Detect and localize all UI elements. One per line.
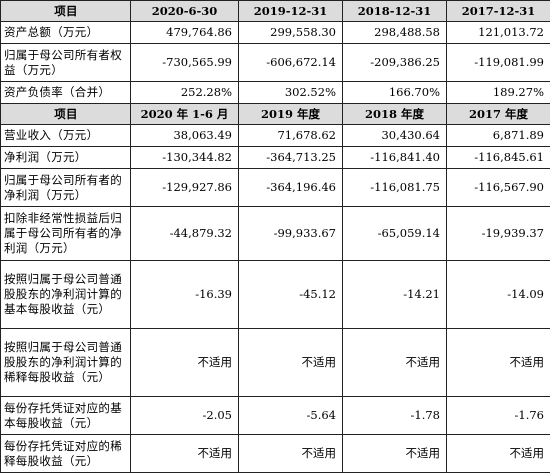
table-row: 每份存托凭证对应的基本每股收益（元） -2.05 -5.64 -1.78 -1.… — [1, 397, 550, 435]
column-header: 2018-12-31 — [343, 1, 447, 22]
column-header: 项目 — [1, 104, 131, 125]
column-header: 2020 年 1-6 月 — [131, 104, 239, 125]
column-header: 2020-6-30 — [131, 1, 239, 22]
table-cell: -130,344.82 — [131, 147, 239, 169]
balance-header-row: 项目 2020-6-30 2019-12-31 2018-12-31 2017-… — [1, 1, 550, 22]
table-cell: -119,081.99 — [447, 44, 550, 82]
row-label: 扣除非经常性损益后归属于母公司所有者的净利润（万元） — [1, 207, 131, 261]
table-cell: -1.78 — [343, 397, 447, 435]
table-cell: 不适用 — [343, 435, 447, 473]
row-label: 净利润（万元） — [1, 147, 131, 169]
table-cell: 不适用 — [131, 435, 239, 473]
table-cell: -19,939.37 — [447, 207, 550, 261]
table-cell: 30,430.64 — [343, 125, 447, 147]
column-header: 2019-12-31 — [239, 1, 343, 22]
table-cell: 不适用 — [239, 435, 343, 473]
table-cell: 121,013.72 — [447, 22, 550, 44]
table-row: 资产负债率（合并） 252.28% 302.52% 166.70% 189.27… — [1, 82, 550, 104]
table-cell: -14.21 — [343, 261, 447, 329]
table-cell: 6,871.89 — [447, 125, 550, 147]
table-cell: -44,879.32 — [131, 207, 239, 261]
table-cell: -606,672.14 — [239, 44, 343, 82]
column-header: 2017-12-31 — [447, 1, 550, 22]
table-row: 归属于母公司所有者权益（万元） -730,565.99 -606,672.14 … — [1, 44, 550, 82]
row-label: 归属于母公司所有者权益（万元） — [1, 44, 131, 82]
table-cell: -2.05 — [131, 397, 239, 435]
row-label: 资产负债率（合并） — [1, 82, 131, 104]
table-row: 净利润（万元） -130,344.82 -364,713.25 -116,841… — [1, 147, 550, 169]
table-cell: 299,558.30 — [239, 22, 343, 44]
table-cell: -364,713.25 — [239, 147, 343, 169]
column-header: 2017 年度 — [447, 104, 550, 125]
row-label: 按照归属于母公司普通股股东的净利润计算的稀释每股收益（元） — [1, 329, 131, 397]
row-label: 资产总额（万元） — [1, 22, 131, 44]
table-cell: 不适用 — [239, 329, 343, 397]
table-row: 营业收入（万元） 38,063.49 71,678.62 30,430.64 6… — [1, 125, 550, 147]
table-cell: 不适用 — [343, 329, 447, 397]
table-cell: -14.09 — [447, 261, 550, 329]
table-cell: -5.64 — [239, 397, 343, 435]
table-cell: 不适用 — [447, 435, 550, 473]
table-cell: -16.39 — [131, 261, 239, 329]
table-cell: -116,567.90 — [447, 169, 550, 207]
table-cell: -209,386.25 — [343, 44, 447, 82]
table-row: 按照归属于母公司普通股股东的净利润计算的基本每股收益（元） -16.39 -45… — [1, 261, 550, 329]
table-cell: -116,081.75 — [343, 169, 447, 207]
table-cell: 302.52% — [239, 82, 343, 104]
table-cell: 252.28% — [131, 82, 239, 104]
table-row: 资产总额（万元） 479,764.86 299,558.30 298,488.5… — [1, 22, 550, 44]
table-cell: -99,933.67 — [239, 207, 343, 261]
row-label: 按照归属于母公司普通股股东的净利润计算的基本每股收益（元） — [1, 261, 131, 329]
table-cell: 71,678.62 — [239, 125, 343, 147]
row-label: 每份存托凭证对应的基本每股收益（元） — [1, 397, 131, 435]
table-cell: -116,845.61 — [447, 147, 550, 169]
table-cell: 不适用 — [447, 329, 550, 397]
table-cell: 不适用 — [131, 329, 239, 397]
table-cell: -65,059.14 — [343, 207, 447, 261]
table-cell: -1.76 — [447, 397, 550, 435]
row-label: 归属于母公司所有者的净利润（万元） — [1, 169, 131, 207]
row-label: 每份存托凭证对应的稀释每股收益（元） — [1, 435, 131, 473]
table-cell: -730,565.99 — [131, 44, 239, 82]
income-header-row: 项目 2020 年 1-6 月 2019 年度 2018 年度 2017 年度 — [1, 104, 550, 125]
table-cell: 479,764.86 — [131, 22, 239, 44]
column-header: 2018 年度 — [343, 104, 447, 125]
table-row: 扣除非经常性损益后归属于母公司所有者的净利润（万元） -44,879.32 -9… — [1, 207, 550, 261]
table-row: 归属于母公司所有者的净利润（万元） -129,927.86 -364,196.4… — [1, 169, 550, 207]
table-cell: 189.27% — [447, 82, 550, 104]
table-cell: 166.70% — [343, 82, 447, 104]
column-header: 2019 年度 — [239, 104, 343, 125]
row-label: 营业收入（万元） — [1, 125, 131, 147]
table-cell: 38,063.49 — [131, 125, 239, 147]
column-header: 项目 — [1, 1, 131, 22]
table-row: 每份存托凭证对应的稀释每股收益（元） 不适用 不适用 不适用 不适用 — [1, 435, 550, 473]
table-cell: -45.12 — [239, 261, 343, 329]
table-cell: -364,196.46 — [239, 169, 343, 207]
table-row: 按照归属于母公司普通股股东的净利润计算的稀释每股收益（元） 不适用 不适用 不适… — [1, 329, 550, 397]
table-cell: -116,841.40 — [343, 147, 447, 169]
table-cell: -129,927.86 — [131, 169, 239, 207]
table-cell: 298,488.58 — [343, 22, 447, 44]
